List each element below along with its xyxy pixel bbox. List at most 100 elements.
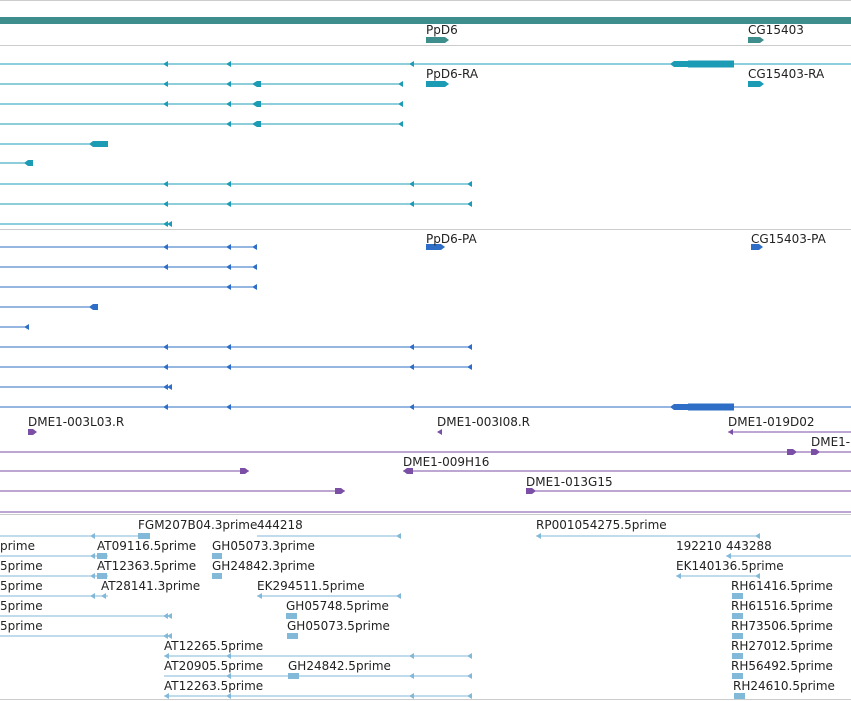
- feature-exon: [787, 449, 797, 455]
- track-separator: [0, 699, 851, 700]
- strand-arrow-left: [90, 533, 95, 539]
- track-separator: [0, 0, 851, 1]
- feature-exon: [426, 37, 449, 43]
- protein-label-cg15403-pa[interactable]: CG15403-PA: [751, 232, 826, 246]
- est-label[interactable]: RH61516.5prime: [731, 599, 833, 613]
- est-label[interactable]: 5prime: [0, 619, 43, 633]
- est-label[interactable]: AT20905.5prime: [164, 659, 264, 673]
- est-label[interactable]: AT28141.3prime: [101, 579, 201, 593]
- strand-arrow-left: [163, 244, 168, 250]
- strand-arrow-left: [409, 673, 414, 679]
- strand-arrow-left: [467, 181, 472, 187]
- strand-arrow-left: [409, 404, 414, 410]
- rna-label-ppd6-ra[interactable]: PpD6-RA: [426, 67, 479, 81]
- gene-label-ppd6[interactable]: PpD6: [426, 23, 458, 37]
- clone-label[interactable]: DME1-: [811, 435, 851, 449]
- feature-exon: [288, 673, 299, 679]
- strand-arrow-left: [398, 101, 403, 107]
- rna-label-cg15403-ra[interactable]: CG15403-RA: [748, 67, 825, 81]
- est-label[interactable]: GH05073.3prime: [212, 539, 315, 553]
- feature-exon: [670, 61, 688, 67]
- feature-exon: [748, 37, 764, 43]
- est-label[interactable]: FGM207B04.3prime: [138, 518, 258, 532]
- feature-exon: [526, 488, 536, 494]
- strand-arrow-left: [676, 573, 681, 579]
- strand-arrow-left: [163, 264, 168, 270]
- feature-exon: [403, 468, 413, 474]
- strand-arrow-left: [396, 593, 401, 599]
- gene-label-cg15403[interactable]: CG15403: [748, 23, 804, 37]
- strand-arrow-left: [163, 384, 168, 390]
- strand-arrow-left: [226, 404, 231, 410]
- est-label[interactable]: EK140136.5prime: [676, 559, 784, 573]
- strand-arrow-left: [163, 201, 168, 207]
- clone-label[interactable]: DME1-013G15: [526, 475, 613, 489]
- strand-arrow-left: [755, 573, 760, 579]
- feature-exon: [286, 613, 297, 619]
- feature-exon: [97, 573, 107, 579]
- clone-label[interactable]: DME1-003I08.R: [437, 415, 531, 429]
- feature-exon: [748, 81, 764, 87]
- est-label[interactable]: GH05073.5prime: [287, 619, 390, 633]
- feature-exon: [24, 160, 33, 166]
- strand-arrow-left: [409, 201, 414, 207]
- strand-arrow-left: [226, 693, 231, 699]
- strand-arrow-left: [467, 364, 472, 370]
- est-label[interactable]: 444218: [257, 518, 303, 532]
- feature-exon: [670, 404, 688, 410]
- est-label[interactable]: GH24842.3prime: [212, 559, 315, 573]
- est-label[interactable]: AT12363.5prime: [97, 559, 197, 573]
- protein-label-ppd6-pa[interactable]: PpD6-PA: [426, 232, 477, 246]
- feature-exon: [426, 81, 449, 87]
- strand-arrow-left: [167, 633, 172, 639]
- feature-exon: [212, 553, 222, 559]
- strand-arrow-left: [163, 633, 168, 639]
- strand-arrow-left: [755, 533, 760, 539]
- strand-arrow-left: [409, 653, 414, 659]
- est-label[interactable]: 5prime: [0, 579, 43, 593]
- feature-exon: [811, 449, 820, 455]
- feature-exon: [688, 403, 734, 411]
- track-separator: [0, 229, 851, 230]
- est-label[interactable]: GH24842.5prime: [288, 659, 391, 673]
- strand-arrow-left: [226, 61, 231, 67]
- est-label[interactable]: AT12265.5prime: [164, 639, 264, 653]
- strand-arrow-left: [728, 429, 733, 435]
- strand-arrow-left: [252, 244, 257, 250]
- strand-arrow-left: [226, 673, 231, 679]
- strand-arrow-left: [226, 101, 231, 107]
- est-label[interactable]: 5prime: [0, 559, 43, 573]
- est-label[interactable]: RH61416.5prime: [731, 579, 833, 593]
- est-label[interactable]: RH27012.5prime: [731, 639, 833, 653]
- est-label[interactable]: RP001054275.5prime: [536, 518, 667, 532]
- est-label[interactable]: AT09116.5prime: [97, 539, 197, 553]
- est-label[interactable]: 5prime: [0, 599, 43, 613]
- est-label[interactable]: prime: [0, 539, 35, 553]
- feature-exon: [732, 673, 743, 679]
- feature-exon: [734, 693, 745, 699]
- est-label[interactable]: 192210: [676, 539, 722, 553]
- strand-arrow-left: [163, 61, 168, 67]
- est-label[interactable]: RH24610.5prime: [733, 679, 835, 693]
- strand-arrow-left: [226, 81, 231, 87]
- strand-arrow-left: [226, 244, 231, 250]
- strand-arrow-left: [226, 181, 231, 187]
- strand-arrow-left: [467, 653, 472, 659]
- est-label[interactable]: AT12263.5prime: [164, 679, 264, 693]
- strand-arrow-left: [398, 81, 403, 87]
- feature-exon: [287, 633, 298, 639]
- feature-exon: [89, 304, 98, 310]
- est-label[interactable]: GH05748.5prime: [286, 599, 389, 613]
- gene-track-bar: [0, 17, 851, 24]
- feature-exon: [732, 633, 743, 639]
- clone-label[interactable]: DME1-019D02: [728, 415, 815, 429]
- est-label[interactable]: 443288: [726, 539, 772, 553]
- est-label[interactable]: RH56492.5prime: [731, 659, 833, 673]
- clone-label[interactable]: DME1-009H16: [403, 455, 490, 469]
- feature-exon: [240, 468, 249, 474]
- strand-arrow-left: [409, 61, 414, 67]
- est-label[interactable]: EK294511.5prime: [257, 579, 365, 593]
- strand-arrow-left: [167, 613, 172, 619]
- est-label[interactable]: RH73506.5prime: [731, 619, 833, 633]
- clone-label[interactable]: DME1-003L03.R: [28, 415, 125, 429]
